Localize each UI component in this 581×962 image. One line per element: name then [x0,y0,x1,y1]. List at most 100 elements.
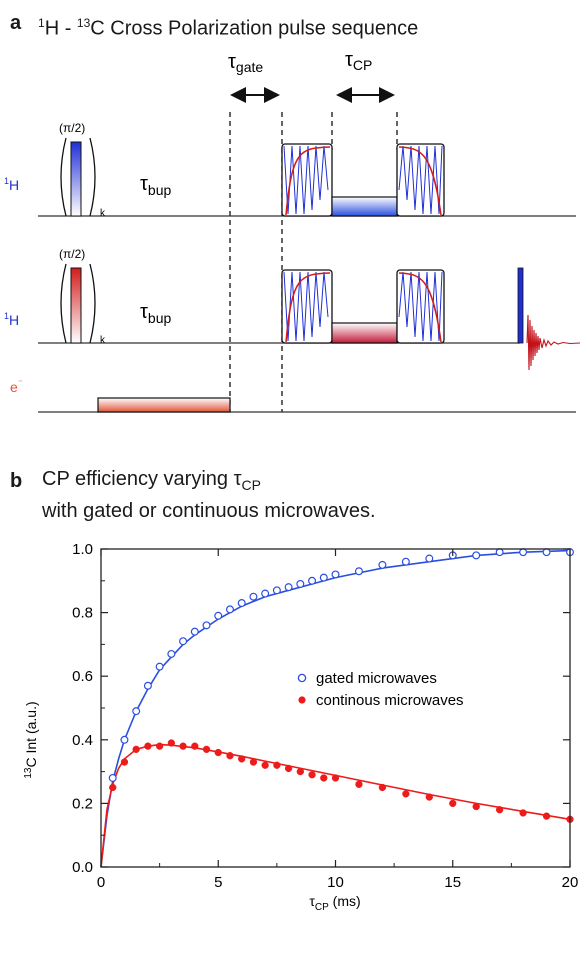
fid-signal [526,314,581,371]
gated-point [179,637,188,646]
y-axis-label: 13C Int (a.u.) [23,701,39,778]
continuous-point [120,758,129,766]
gated-point [272,586,281,595]
continuous-point [191,742,199,750]
gated-point [425,554,434,563]
continuous-point [296,767,304,776]
microwave-pulse [97,397,231,413]
cp-efficiency-chart: 0 5 10 15 20 0.0 0.2 0.4 0.6 0.8 1.0 13C Int (a.u.… [23,541,579,913]
gated-point [284,583,293,592]
continuous-point [320,774,328,782]
legend-label: gated microwaves [316,670,437,687]
gated-point [261,589,270,598]
panel-letter-a: a [10,12,22,34]
gated-point [237,599,246,608]
continuous-point [273,761,281,769]
gated-point [132,707,141,716]
gated-point [167,649,176,658]
x-tick-label: 5 [214,874,222,891]
pulse-sequence-diagram: τgate τCP 1H (π/2) k τbup 1H (π/2) k τbu… [4,49,581,413]
continuous-point [308,771,316,779]
continuous-point [331,774,340,782]
tau-gate-label: τgate [228,51,263,75]
tau-cp-label: τCP [345,49,372,73]
y-tick-label: 0.2 [72,795,93,812]
continuous-point [519,809,527,817]
y-tick-label: 0.8 [72,605,93,622]
continuous-point [226,752,234,760]
continuous-point [355,780,363,788]
bracket-left-1 [60,137,67,217]
detection-pulse [517,267,524,344]
cp-block-1b [396,143,445,217]
y-tick-label: 0.4 [72,732,93,749]
cp-contact-pulse-1 [331,196,398,217]
gated-point [378,560,387,569]
gated-point [143,681,152,690]
panel-b-title-line-2: with gated or continuous microwaves. [42,500,376,522]
gated-point [214,611,223,620]
gated-point [190,627,199,636]
gated-point [202,621,211,630]
gated-point [519,548,528,557]
continuous-point [238,755,246,763]
gated-point [472,551,481,560]
cp-contact-pulse-2 [331,322,398,344]
pi2-pulse-2 [70,267,82,344]
tau-bup-label-2: τbup [140,301,171,326]
x-axis-label: τCP (ms) [309,893,360,913]
gated-point [354,567,363,576]
gated-point [225,605,234,614]
continuous-point [202,745,211,753]
title-sup-1: 1 [38,16,45,30]
panel-b-title-line-1: CP efficiency varying τCP [42,468,261,493]
gated-point [120,735,129,744]
continuous-point [542,812,551,820]
gated-point [296,579,305,588]
y-tick-label: 0.0 [72,859,93,876]
bracket-right-2 [89,263,96,344]
continuous-point [214,748,222,757]
gated-point [331,570,340,579]
y-tick-label: 1.0 [72,541,93,558]
channel-3-label: e⁻ [10,378,23,395]
continuous-point [261,761,269,769]
cp-block-1a [281,143,333,217]
continuous-point [155,742,164,750]
panel-b-title: CP efficiency varying τCP with gated or … [42,466,376,524]
x-tick-label: 10 [327,874,344,891]
continuous-point [402,790,410,798]
k-label-1: k [100,208,106,219]
continuous-point [132,745,140,753]
gated-point [542,548,551,557]
x-tick-label: 20 [562,874,579,891]
legend-label: continous microwaves [316,692,464,709]
bracket-left-2 [60,263,67,344]
pi2-pulse-1 [70,141,82,217]
cp-block-2b [396,269,445,344]
panel-letter-b: b [10,470,23,492]
continuous-point [449,799,457,808]
gated-point [401,557,410,566]
continuous-point [378,783,387,792]
cp-block-2a [281,269,333,344]
channel-2-label: 1H [4,311,19,328]
y-tick-label: 0.6 [72,668,93,685]
bracket-right-1 [89,137,96,217]
continuous-point [496,806,504,814]
legend-marker [297,673,307,683]
fit-curve [100,743,571,868]
gated-point [155,662,164,671]
continuous-point [144,742,152,750]
legend-marker [298,696,306,704]
pi2-label-1: (π/2) [59,121,85,135]
continuous-point [425,793,433,801]
channel-1-label: 1H [4,176,19,193]
x-tick-label: 0 [97,874,105,891]
continuous-point [179,742,187,750]
continuous-point [249,758,258,766]
tau-bup-label-1: τbup [140,173,171,198]
gated-point [249,592,258,601]
gated-point [495,548,504,557]
panel-a-title: 1H - 13C Cross Polarization pulse sequen… [38,10,418,42]
